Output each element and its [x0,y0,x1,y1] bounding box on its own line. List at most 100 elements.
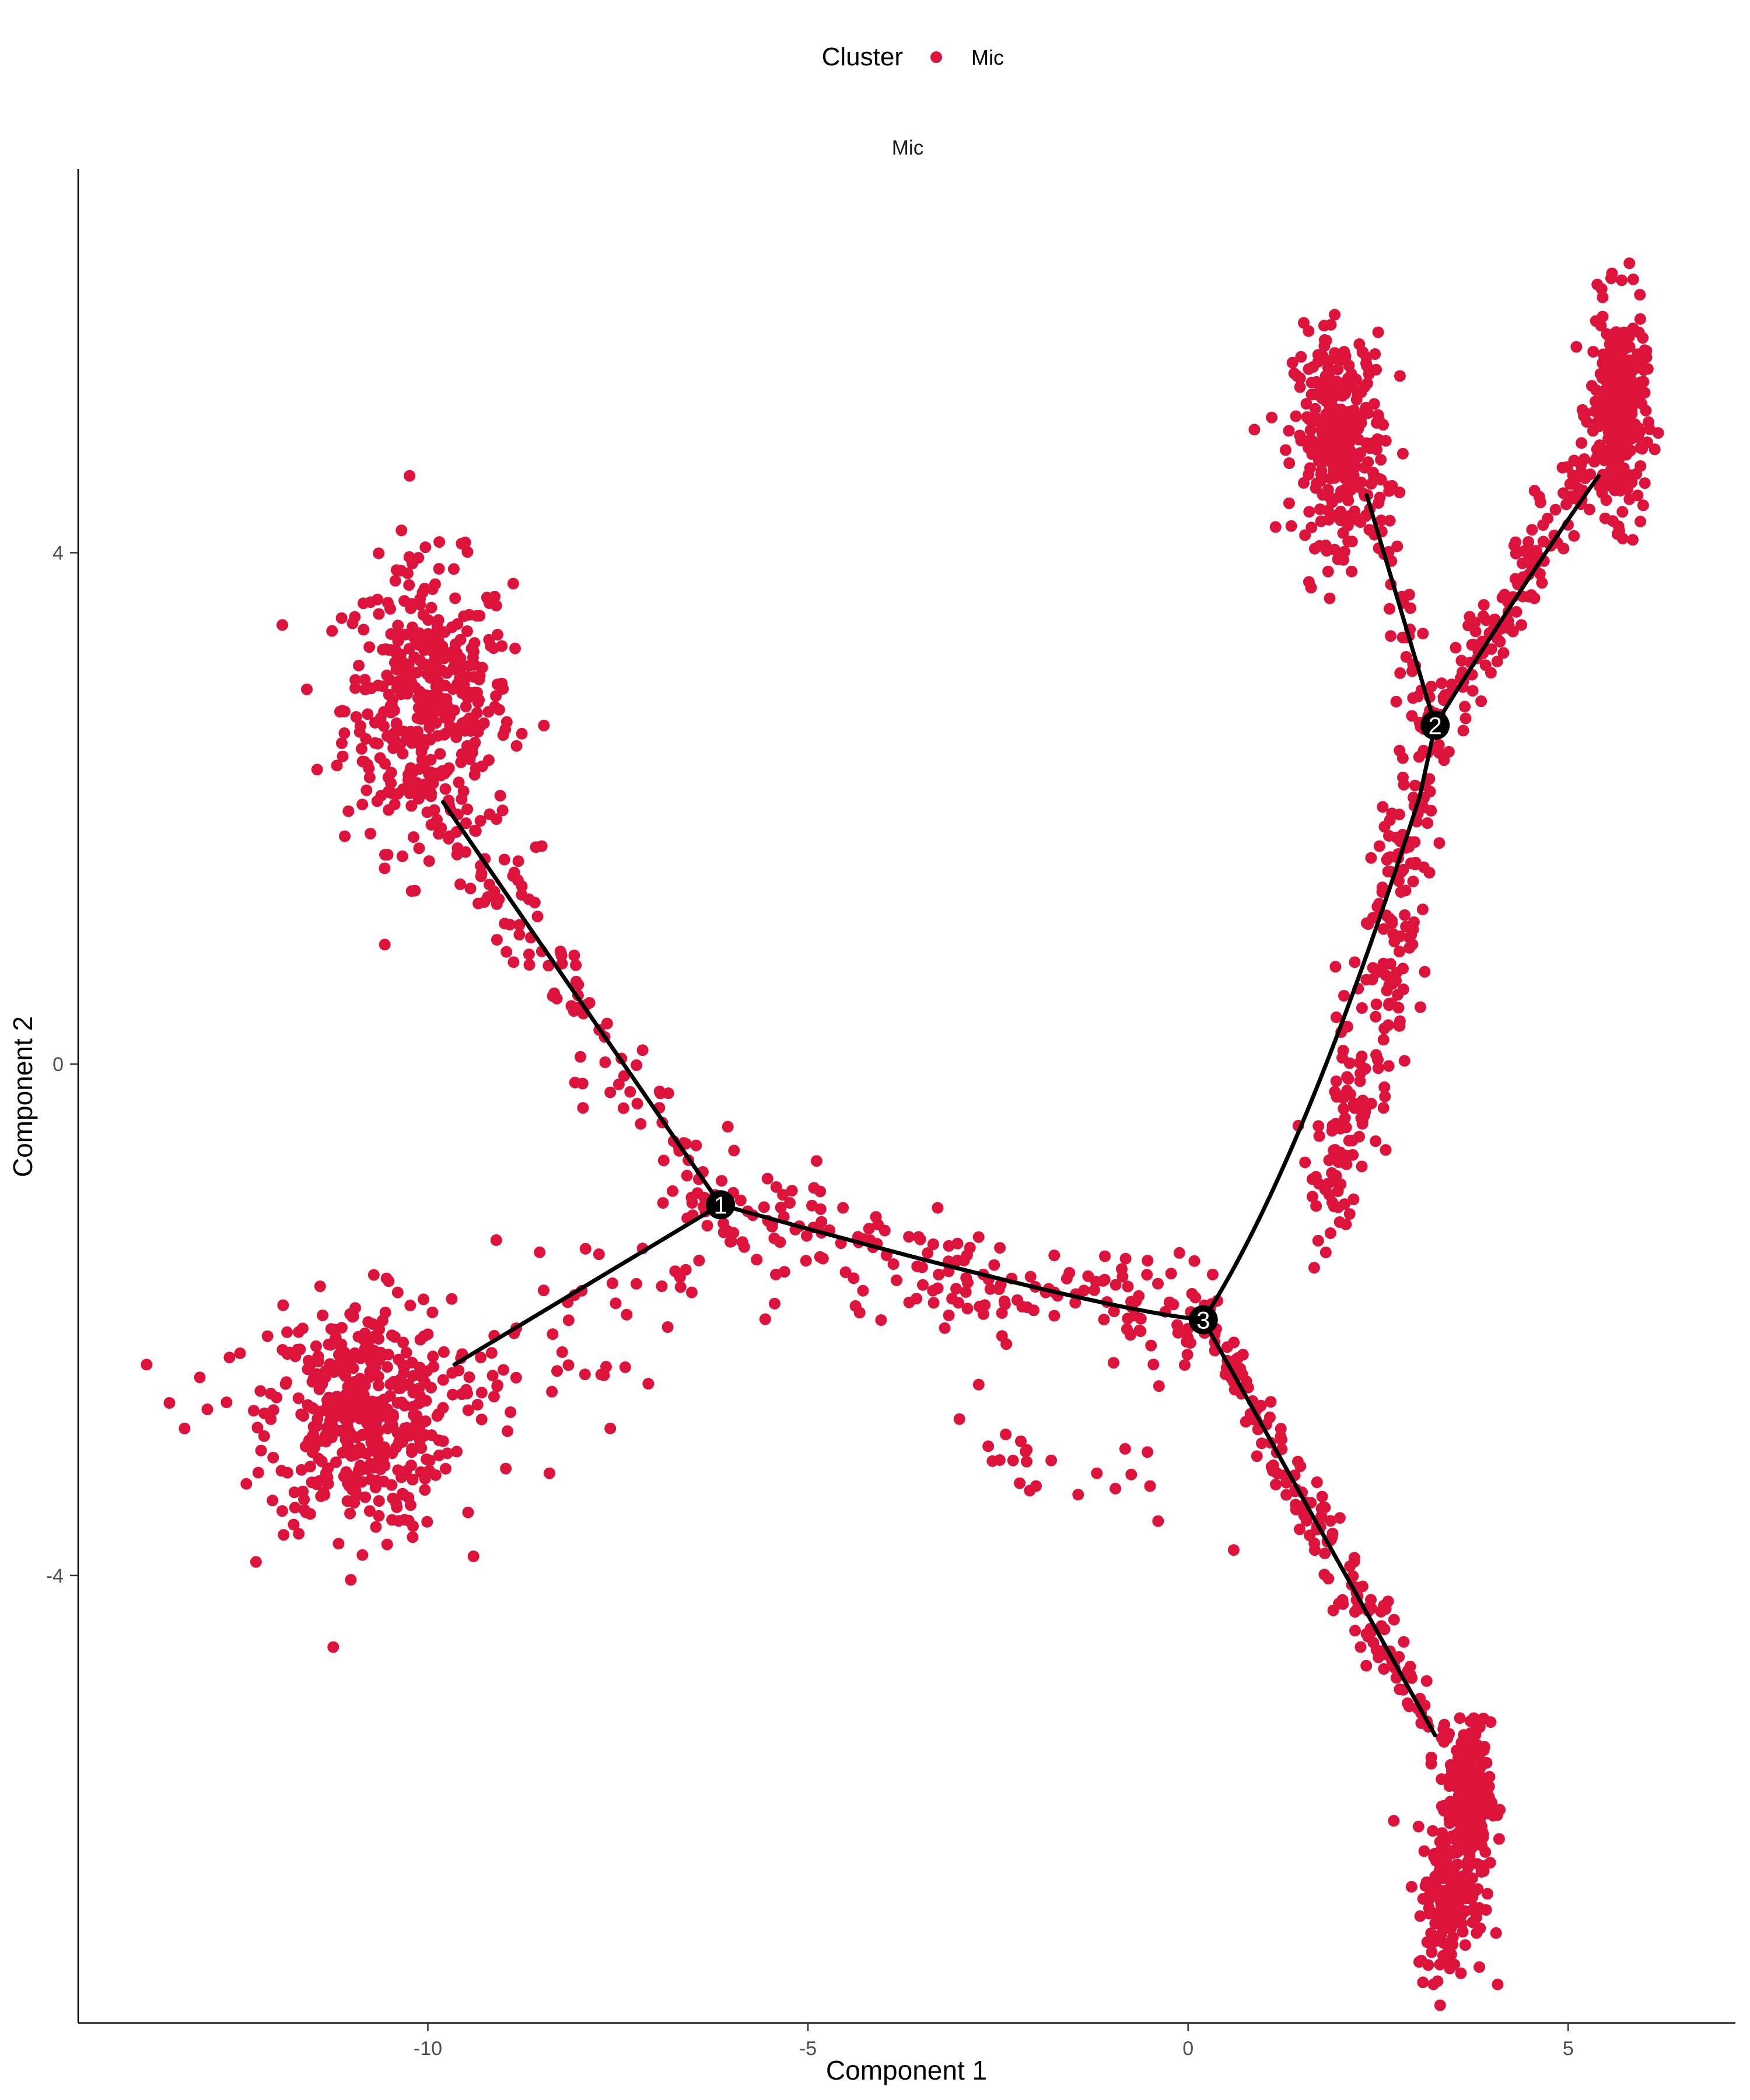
y-ticks: 4 0 -4 [46,542,78,1587]
data-point [446,1367,459,1379]
data-point [507,578,519,590]
data-point [636,1044,649,1056]
data-point [424,733,436,745]
data-point [1088,1284,1100,1296]
data-point [1466,1872,1478,1884]
data-point [394,738,407,750]
data-point [334,706,346,718]
data-point [427,1350,439,1363]
data-point [606,1277,618,1289]
data-point [362,1463,374,1475]
data-point [400,1346,412,1359]
data-point [339,830,351,842]
data-point [1378,1663,1390,1675]
data-point [1372,1054,1384,1066]
data-point [1438,1718,1450,1731]
data-point [1370,998,1382,1010]
data-point [1353,1130,1365,1143]
data-point [770,1268,782,1280]
data-point [577,1102,589,1114]
data-point [302,1399,314,1411]
legend-label-mic: Mic [971,46,1004,69]
data-point [1256,1437,1268,1450]
data-point [475,1352,487,1363]
data-point [1642,363,1654,375]
data-point [463,1371,475,1383]
data-point [223,1352,236,1364]
data-point [933,1269,945,1280]
data-point [1320,1246,1332,1258]
data-point [386,1419,398,1431]
data-point [1172,1326,1184,1339]
data-point [426,1306,439,1318]
data-point [452,618,464,630]
data-point [1630,423,1643,435]
data-point [1314,379,1326,391]
data-point [1385,630,1396,642]
data-point [1349,505,1361,517]
data-point [425,601,438,614]
data-point [770,1181,782,1193]
data-point [359,1491,372,1503]
data-point [943,1309,955,1321]
data-point [513,919,526,931]
data-point [251,1422,264,1434]
data-point [1477,610,1489,622]
data-point [1459,1939,1471,1951]
data-point [493,893,505,905]
data-point [490,1234,502,1246]
data-point [431,814,443,826]
data-point [391,1501,403,1513]
data-point [1286,356,1298,369]
data-point [1339,387,1351,400]
data-point [1476,1839,1488,1852]
data-point [303,1354,314,1367]
data-point [996,1307,1008,1319]
data-point [1372,409,1384,421]
data-point [402,774,414,786]
data-point [1429,1847,1441,1860]
data-point [1370,363,1382,376]
data-point [761,1172,774,1185]
data-point [1639,344,1651,356]
data-point [1370,1010,1382,1023]
data-point [344,1507,356,1520]
data-point [1327,1151,1339,1163]
data-point [996,1330,1008,1342]
data-point [1457,1870,1469,1882]
data-point [1294,381,1306,393]
data-point [466,642,478,654]
data-point [1377,1102,1390,1114]
data-point [499,723,512,736]
data-point [1425,804,1437,817]
data-point [863,1223,875,1235]
data-point [441,1447,453,1460]
data-point [1422,817,1433,829]
data-point [441,667,453,679]
data-point [220,1396,233,1408]
data-point [1242,1381,1254,1394]
data-point [1591,278,1604,290]
data-point [1640,404,1652,416]
data-point [1588,456,1601,468]
data-point [407,1370,419,1382]
data-point [1426,1946,1438,1958]
data-point [1494,636,1506,648]
data-point [1152,1515,1164,1527]
data-point [457,785,470,797]
data-point [1251,1450,1263,1462]
data-point [381,1538,393,1550]
data-point [1570,341,1583,353]
data-point [1390,695,1402,708]
data-point [1443,1922,1455,1934]
data-point [1528,485,1541,497]
data-point [1340,1218,1352,1230]
data-point [1430,1888,1442,1900]
data-point [501,946,513,958]
data-point [1248,424,1261,436]
data-point [359,684,372,695]
data-point [396,1436,408,1448]
data-point [1125,1468,1138,1480]
data-point [474,815,487,827]
trajectory-segment [441,800,723,1207]
